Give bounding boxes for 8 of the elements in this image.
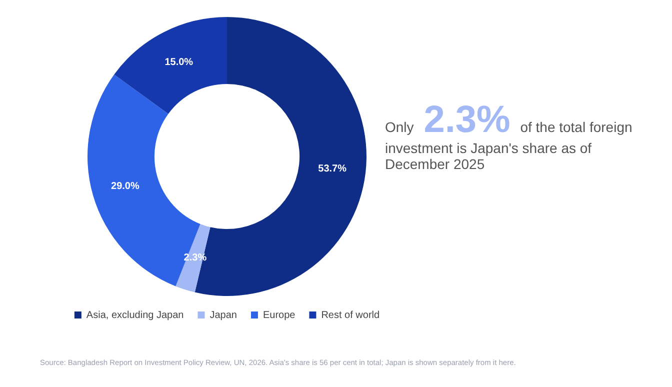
legend-label: Asia, excluding Japan bbox=[86, 310, 184, 321]
data-label: 29.0% bbox=[111, 180, 140, 192]
legend-label: Europe bbox=[262, 310, 296, 321]
data-label: 15.0% bbox=[164, 56, 194, 68]
data-label: 53.7% bbox=[318, 164, 347, 175]
legend-label: Rest of world bbox=[321, 310, 380, 321]
legend-label: Japan bbox=[210, 310, 237, 321]
text: Only 2.3% of the total foreign investment is Japan's share as of December 2025 bbox=[385, 99, 634, 172]
